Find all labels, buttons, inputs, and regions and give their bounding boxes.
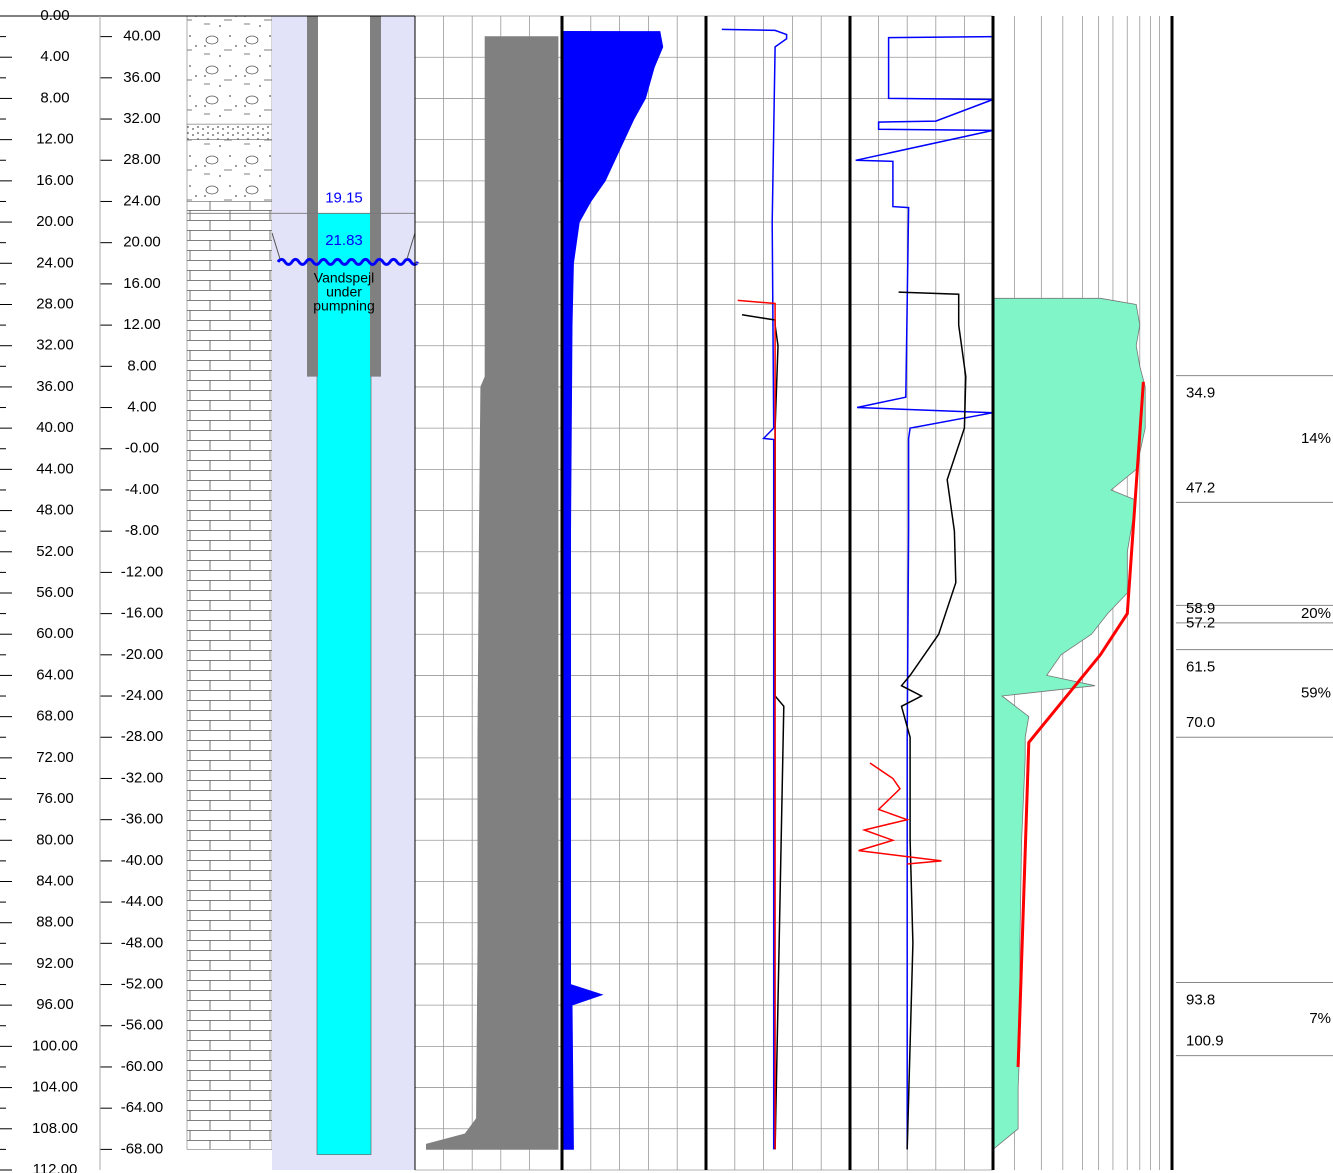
elevation-tick-label: 4.00 [127,399,156,416]
log-curve [737,299,776,1150]
zone-top-label: 61.5 [1186,659,1215,676]
log-curve [858,762,942,865]
depth-tick-label: 64.00 [36,666,74,683]
elevation-tick-label: -0.00 [125,440,159,457]
well-dry [318,16,370,214]
elevation-tick-label: -48.00 [121,934,164,951]
elevation-tick-label: -4.00 [125,481,159,498]
elevation-tick-label: -40.00 [121,852,164,869]
zone-bottom-label: 58.9 [1186,600,1215,617]
elevation-tick-label: 32.00 [123,110,161,127]
zone-share: 59% [1301,684,1331,701]
depth-tick-label: 8.00 [40,89,69,106]
elevation-tick-label: -28.00 [121,728,164,745]
zone-bottom-label: 70.0 [1186,714,1215,731]
elevation-tick-label: 12.00 [123,316,161,333]
pumping-level-wave [276,257,420,266]
depth-tick-label: 52.00 [36,543,74,560]
depth-tick-label: 12.00 [36,131,74,148]
depth-tick-label: 56.00 [36,584,74,601]
log-curve [721,28,788,1150]
depth-tick-label: 96.00 [36,996,74,1013]
zone-share: 14% [1301,430,1331,447]
depth-tick-label: 44.00 [36,460,74,477]
elevation-tick-label: 36.00 [123,69,161,86]
elevation-tick-label: -24.00 [121,687,164,704]
depth-tick-label: 40.00 [36,419,74,436]
depth-tick-label: 108.00 [32,1120,78,1137]
depth-tick-label: 28.00 [36,295,74,312]
elevation-tick-label: 20.00 [123,234,161,251]
log-curve [855,35,994,1150]
depth-tick-label: 48.00 [36,502,74,519]
depth-tick-label: 0.00 [40,7,69,24]
depth-tick-label: 100.00 [32,1037,78,1054]
depth-tick-label: 4.00 [40,48,69,65]
lithology-layer [186,139,273,202]
depth-tick-label: 88.00 [36,914,74,931]
elevation-tick-label: 28.00 [123,151,161,168]
depth-tick-label: 104.00 [32,1079,78,1096]
zone-top-label: 57.2 [1186,614,1215,631]
log-curve [898,291,967,1150]
depth-tick-label: 16.00 [36,172,74,189]
zone-bottom-label: 47.2 [1186,479,1215,496]
elevation-tick-label: -64.00 [121,1099,164,1116]
elevation-tick-label: -56.00 [121,1017,164,1034]
log-fill [426,36,559,1150]
elevation-tick-label: -68.00 [121,1140,164,1157]
elevation-tick-label: -32.00 [121,769,164,786]
elevation-tick-label: -52.00 [121,976,164,993]
depth-tick-label: 80.00 [36,831,74,848]
elevation-tick-label: -8.00 [125,522,159,539]
zone-bottom-label: 100.9 [1186,1033,1224,1050]
zone-top-label: 93.8 [1186,991,1215,1008]
elevation-tick-label: 40.00 [123,28,161,45]
elevation-tick-label: -16.00 [121,605,164,622]
zone-share: 20% [1301,605,1331,622]
elevation-tick-label: 24.00 [123,192,161,209]
pumping-level-label: 21.83 [325,232,363,249]
well-water [316,213,372,1155]
depth-tick-label: 72.00 [36,749,74,766]
zone-top-label: 34.9 [1186,385,1215,402]
lithology-layer [186,201,273,1150]
depth-tick-label: 36.00 [36,378,74,395]
casing [370,16,381,377]
log-fill [561,31,664,1150]
elevation-tick-label: -12.00 [121,563,164,580]
elevation-tick-label: -20.00 [121,646,164,663]
zone-share: 7% [1309,1010,1331,1027]
casing [307,16,318,377]
depth-tick-label: 60.00 [36,625,74,642]
depth-tick-label: 20.00 [36,213,74,230]
elevation-tick-label: -36.00 [121,811,164,828]
log-curve [741,314,785,1150]
elevation-tick-label: -44.00 [121,893,164,910]
elevation-tick-label: 8.00 [127,357,156,374]
lithology-layer [186,15,273,125]
pumping-label: Vandspejl [314,270,374,286]
pumping-level-bracket [271,232,416,260]
depth-tick-label: 24.00 [36,254,74,271]
depth-tick-label: 32.00 [36,337,74,354]
log-fill [992,297,1146,1151]
elevation-tick-label: 16.00 [123,275,161,292]
pumping-label: under [326,284,362,300]
water-level-label: 19.15 [325,189,363,206]
depth-tick-label: 76.00 [36,790,74,807]
elevation-tick-label: -60.00 [121,1058,164,1075]
depth-tick-label: 112.00 [33,1161,78,1173]
depth-tick-label: 84.00 [36,872,74,889]
lithology-layer [186,123,273,140]
log-curve [1016,381,1145,1068]
pumping-label: pumpning [313,298,375,314]
depth-tick-label: 92.00 [36,955,74,972]
depth-tick-label: 68.00 [36,708,74,725]
